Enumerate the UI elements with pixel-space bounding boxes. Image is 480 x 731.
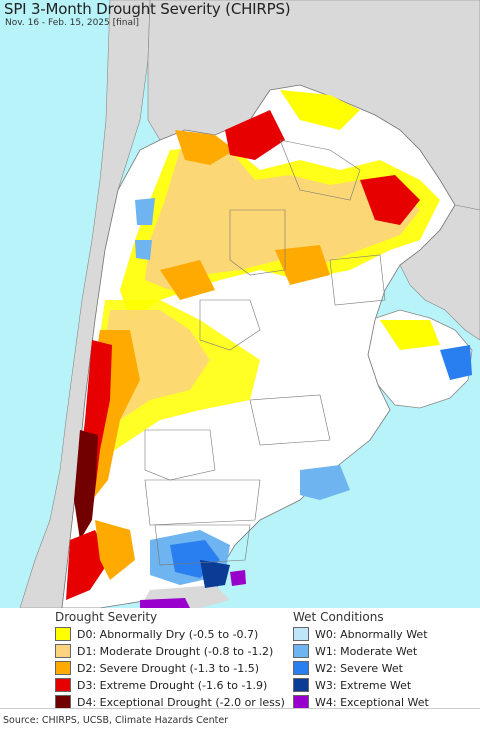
w4-swatch [293,695,309,709]
d0-swatch [55,627,71,641]
legend-label: W3: Extreme Wet [315,678,412,692]
legend-item-d1: D1: Moderate Drought (-0.8 to -1.2) [55,643,273,659]
legend: Drought Severity Wet Conditions D0: Abno… [0,608,480,710]
legend-label: D4: Exceptional Drought (-2.0 or less) [77,695,285,709]
drought-legend-heading: Drought Severity [55,610,158,624]
footer: Source: CHIRPS, UCSB, Climate Hazards Ce… [0,708,480,731]
w3-swatch [293,678,309,692]
map-title: SPI 3-Month Drought Severity (CHIRPS) [4,0,291,18]
source-credit: Source: CHIRPS, UCSB, Climate Hazards Ce… [3,715,229,726]
wet-patches [135,198,472,608]
wet-legend-heading: Wet Conditions [293,610,384,624]
legend-label: W0: Abnormally Wet [315,627,428,641]
d4-swatch [55,695,71,709]
drought-map: SPI 3-Month Drought Severity (CHIRPS) No… [0,0,480,608]
chile-land [19,0,151,608]
legend-label: W2: Severe Wet [315,661,403,675]
w0-swatch [293,627,309,641]
legend-item-d3: D3: Extreme Drought (-1.6 to -1.9) [55,677,267,693]
w2-swatch [293,661,309,675]
drought-patches [66,90,440,600]
d2-swatch [55,661,71,675]
legend-label: W1: Moderate Wet [315,644,418,658]
legend-item-w2: W2: Severe Wet [293,660,403,676]
legend-item-w1: W1: Moderate Wet [293,643,417,659]
legend-item-d2: D2: Severe Drought (-1.3 to -1.5) [55,660,259,676]
legend-item-w3: W3: Extreme Wet [293,677,411,693]
d1-swatch [55,644,71,658]
legend-label: D1: Moderate Drought (-0.8 to -1.2) [77,644,274,658]
legend-item-d0: D0: Abnormally Dry (-0.5 to -0.7) [55,626,258,642]
legend-label: W4: Exceptional Wet [315,695,429,709]
map-canvas [0,0,480,608]
legend-item-w0: W0: Abnormally Wet [293,626,428,642]
map-subtitle: Nov. 16 - Feb. 15, 2025 [final] [5,18,140,28]
w1-swatch [293,644,309,658]
legend-label: D0: Abnormally Dry (-0.5 to -0.7) [77,627,259,641]
legend-label: D3: Extreme Drought (-1.6 to -1.9) [77,678,268,692]
admin-borders [144,139,386,566]
legend-label: D2: Severe Drought (-1.3 to -1.5) [77,661,260,675]
legend-item-d4: D4: Exceptional Drought (-2.0 or less) [55,694,285,710]
d3-swatch [55,678,71,692]
